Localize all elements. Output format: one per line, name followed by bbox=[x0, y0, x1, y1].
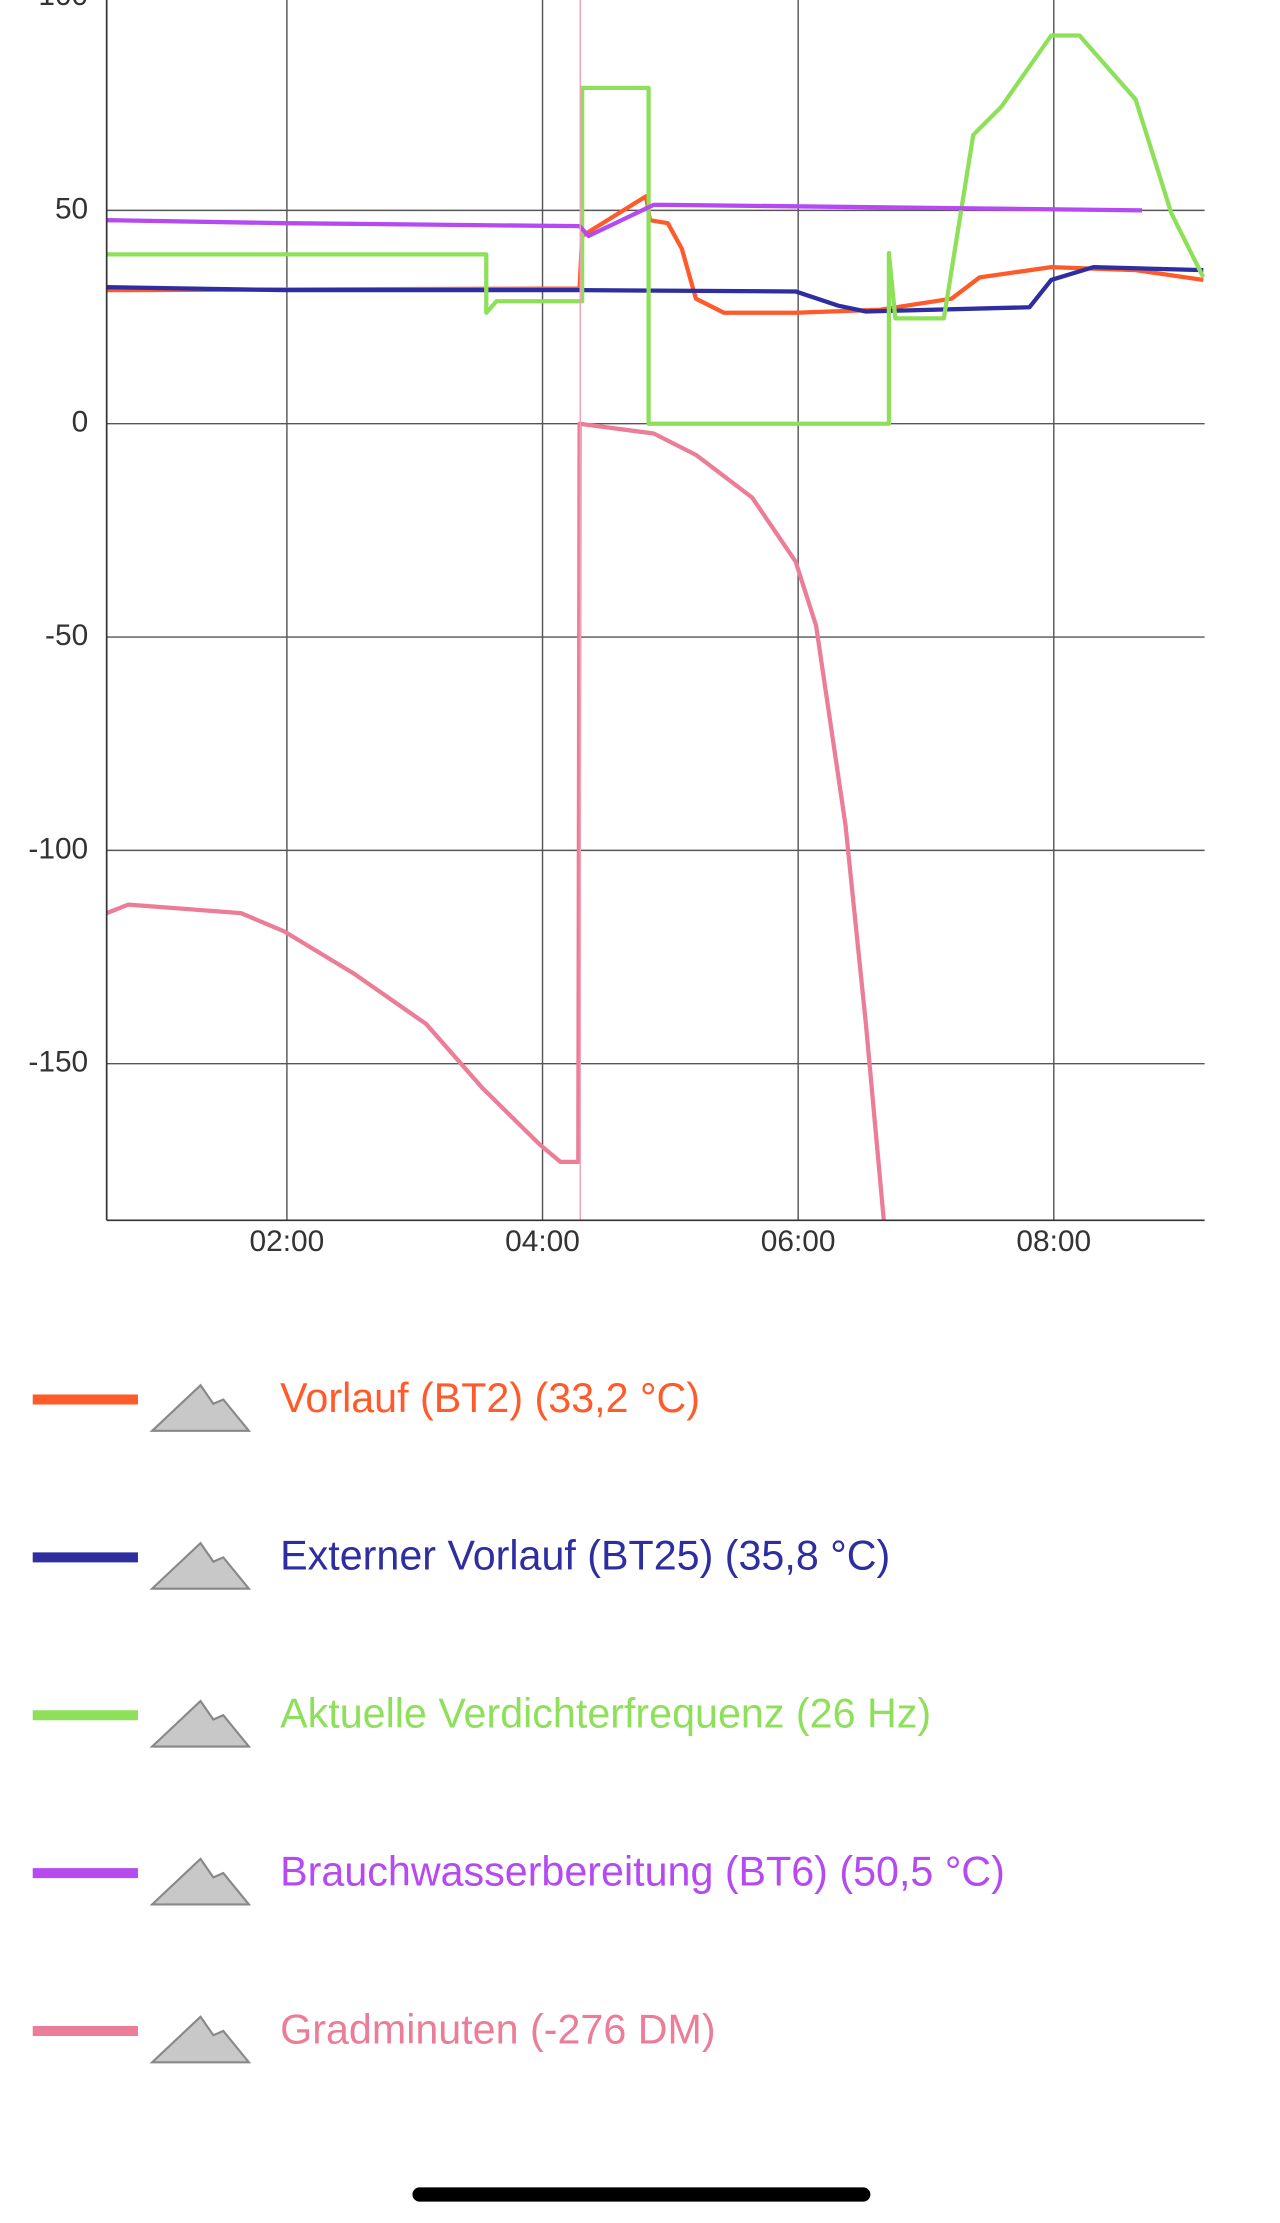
y-tick-label: 100 bbox=[38, 0, 88, 12]
legend-icon bbox=[149, 1857, 252, 1906]
legend-icon bbox=[149, 1383, 252, 1432]
y-tick-label: -50 bbox=[45, 619, 88, 652]
series-line bbox=[106, 202, 1143, 239]
legend-label: Aktuelle Verdichterfrequenz (26 Hz) bbox=[280, 1691, 931, 1737]
home-indicator bbox=[412, 2187, 871, 2202]
axes: 100 50 0 -50 -100 -150 02:00 04:00 06:00 08:00 bbox=[28, 0, 1205, 1258]
legend-icon bbox=[149, 1541, 252, 1590]
series-line bbox=[106, 264, 1204, 314]
series-line bbox=[106, 33, 1205, 426]
x-tick-label: 06:00 bbox=[761, 1225, 836, 1258]
y-tick-label: 50 bbox=[55, 192, 88, 225]
series-line bbox=[106, 194, 1204, 315]
y-tick-label: 0 bbox=[72, 406, 89, 439]
legend-label: Brauchwasserbereitung (BT6) (50,5 °C) bbox=[280, 1848, 1005, 1894]
legend-icon bbox=[149, 2015, 252, 2064]
plot-area bbox=[106, 33, 1205, 1221]
y-tick-label: -150 bbox=[28, 1046, 88, 1079]
y-tick-label: -100 bbox=[28, 832, 88, 865]
x-tick-label: 04:00 bbox=[505, 1225, 580, 1258]
x-tick-label: 02:00 bbox=[250, 1225, 325, 1258]
legend: Vorlauf (BT2) (33,2 °C) Externer Vorlauf … bbox=[32, 1375, 1005, 2064]
legend-icon bbox=[149, 1699, 252, 1748]
x-tick-label: 08:00 bbox=[1016, 1225, 1091, 1258]
legend-label: Externer Vorlauf (BT25) (35,8 °C) bbox=[280, 1533, 890, 1579]
legend-label: Vorlauf (BT2) (33,2 °C) bbox=[280, 1375, 700, 1421]
series-line bbox=[106, 421, 886, 1221]
grid bbox=[106, 0, 1205, 1221]
legend-label: Gradminuten (-276 DM) bbox=[280, 2006, 715, 2052]
